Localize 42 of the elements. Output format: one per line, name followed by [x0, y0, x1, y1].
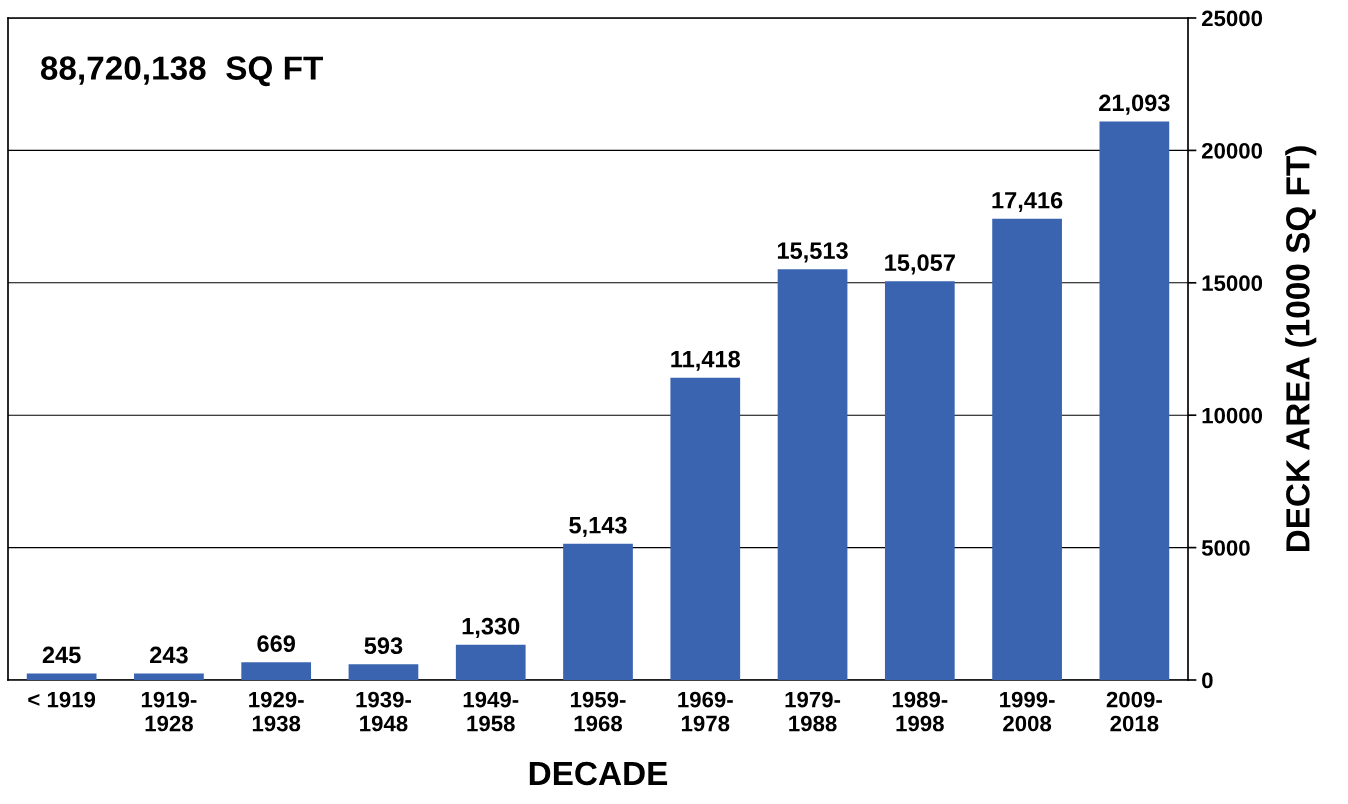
data-label: 1,330 — [462, 617, 520, 638]
bar — [134, 673, 204, 680]
y-tick-label: 10000 — [1202, 407, 1263, 424]
x-tick-label: 1939- 1948 — [356, 691, 411, 732]
x-tick-label: 1919- 1928 — [141, 691, 197, 732]
x-tick-label: 1959- 1968 — [570, 691, 626, 732]
bar — [348, 664, 419, 680]
annotation: 88,720,138 SQ FT — [40, 56, 323, 87]
x-axis-title: DECADE — [529, 761, 668, 786]
x-tick-label: < 1919 — [28, 691, 96, 708]
x-tick-label: 1989- 1998 — [892, 691, 948, 732]
x-tick-label: 2009- 2018 — [1106, 691, 1162, 732]
data-label: 15,513 — [777, 242, 848, 263]
bar — [777, 269, 848, 680]
bar — [26, 673, 97, 680]
data-label: 21,093 — [1099, 94, 1170, 115]
bar — [884, 281, 955, 680]
data-label: 593 — [364, 637, 403, 655]
y-tick-label: 0 — [1202, 672, 1213, 689]
y-tick-label: 20000 — [1201, 142, 1263, 159]
data-label: 245 — [42, 646, 81, 664]
bar — [992, 218, 1062, 680]
y-tick-label: 25000 — [1201, 10, 1263, 27]
y-axis-title: DECK AREA (1000 SQ FT) — [1285, 146, 1317, 552]
x-tick-label: 1949- 1958 — [463, 691, 519, 732]
x-tick-label: 1979- 1988 — [785, 691, 841, 732]
x-tick-label: 1999- 2008 — [1000, 691, 1055, 732]
bar — [455, 644, 526, 680]
data-label: 5,143 — [569, 516, 627, 538]
data-label: 669 — [257, 635, 296, 653]
data-label: 243 — [150, 646, 188, 664]
y-tick-label: 5000 — [1201, 540, 1250, 556]
x-tick-label: 1929- 1938 — [249, 691, 304, 732]
bar — [670, 377, 741, 680]
data-label: 15,057 — [885, 254, 955, 275]
bar — [1099, 121, 1170, 680]
x-tick-label: 1969- 1978 — [678, 691, 733, 732]
data-label: 17,416 — [992, 191, 1063, 213]
data-label: 11,418 — [671, 350, 741, 371]
y-tick-label: 15000 — [1202, 275, 1263, 292]
bar — [241, 662, 312, 680]
bar — [563, 543, 633, 680]
